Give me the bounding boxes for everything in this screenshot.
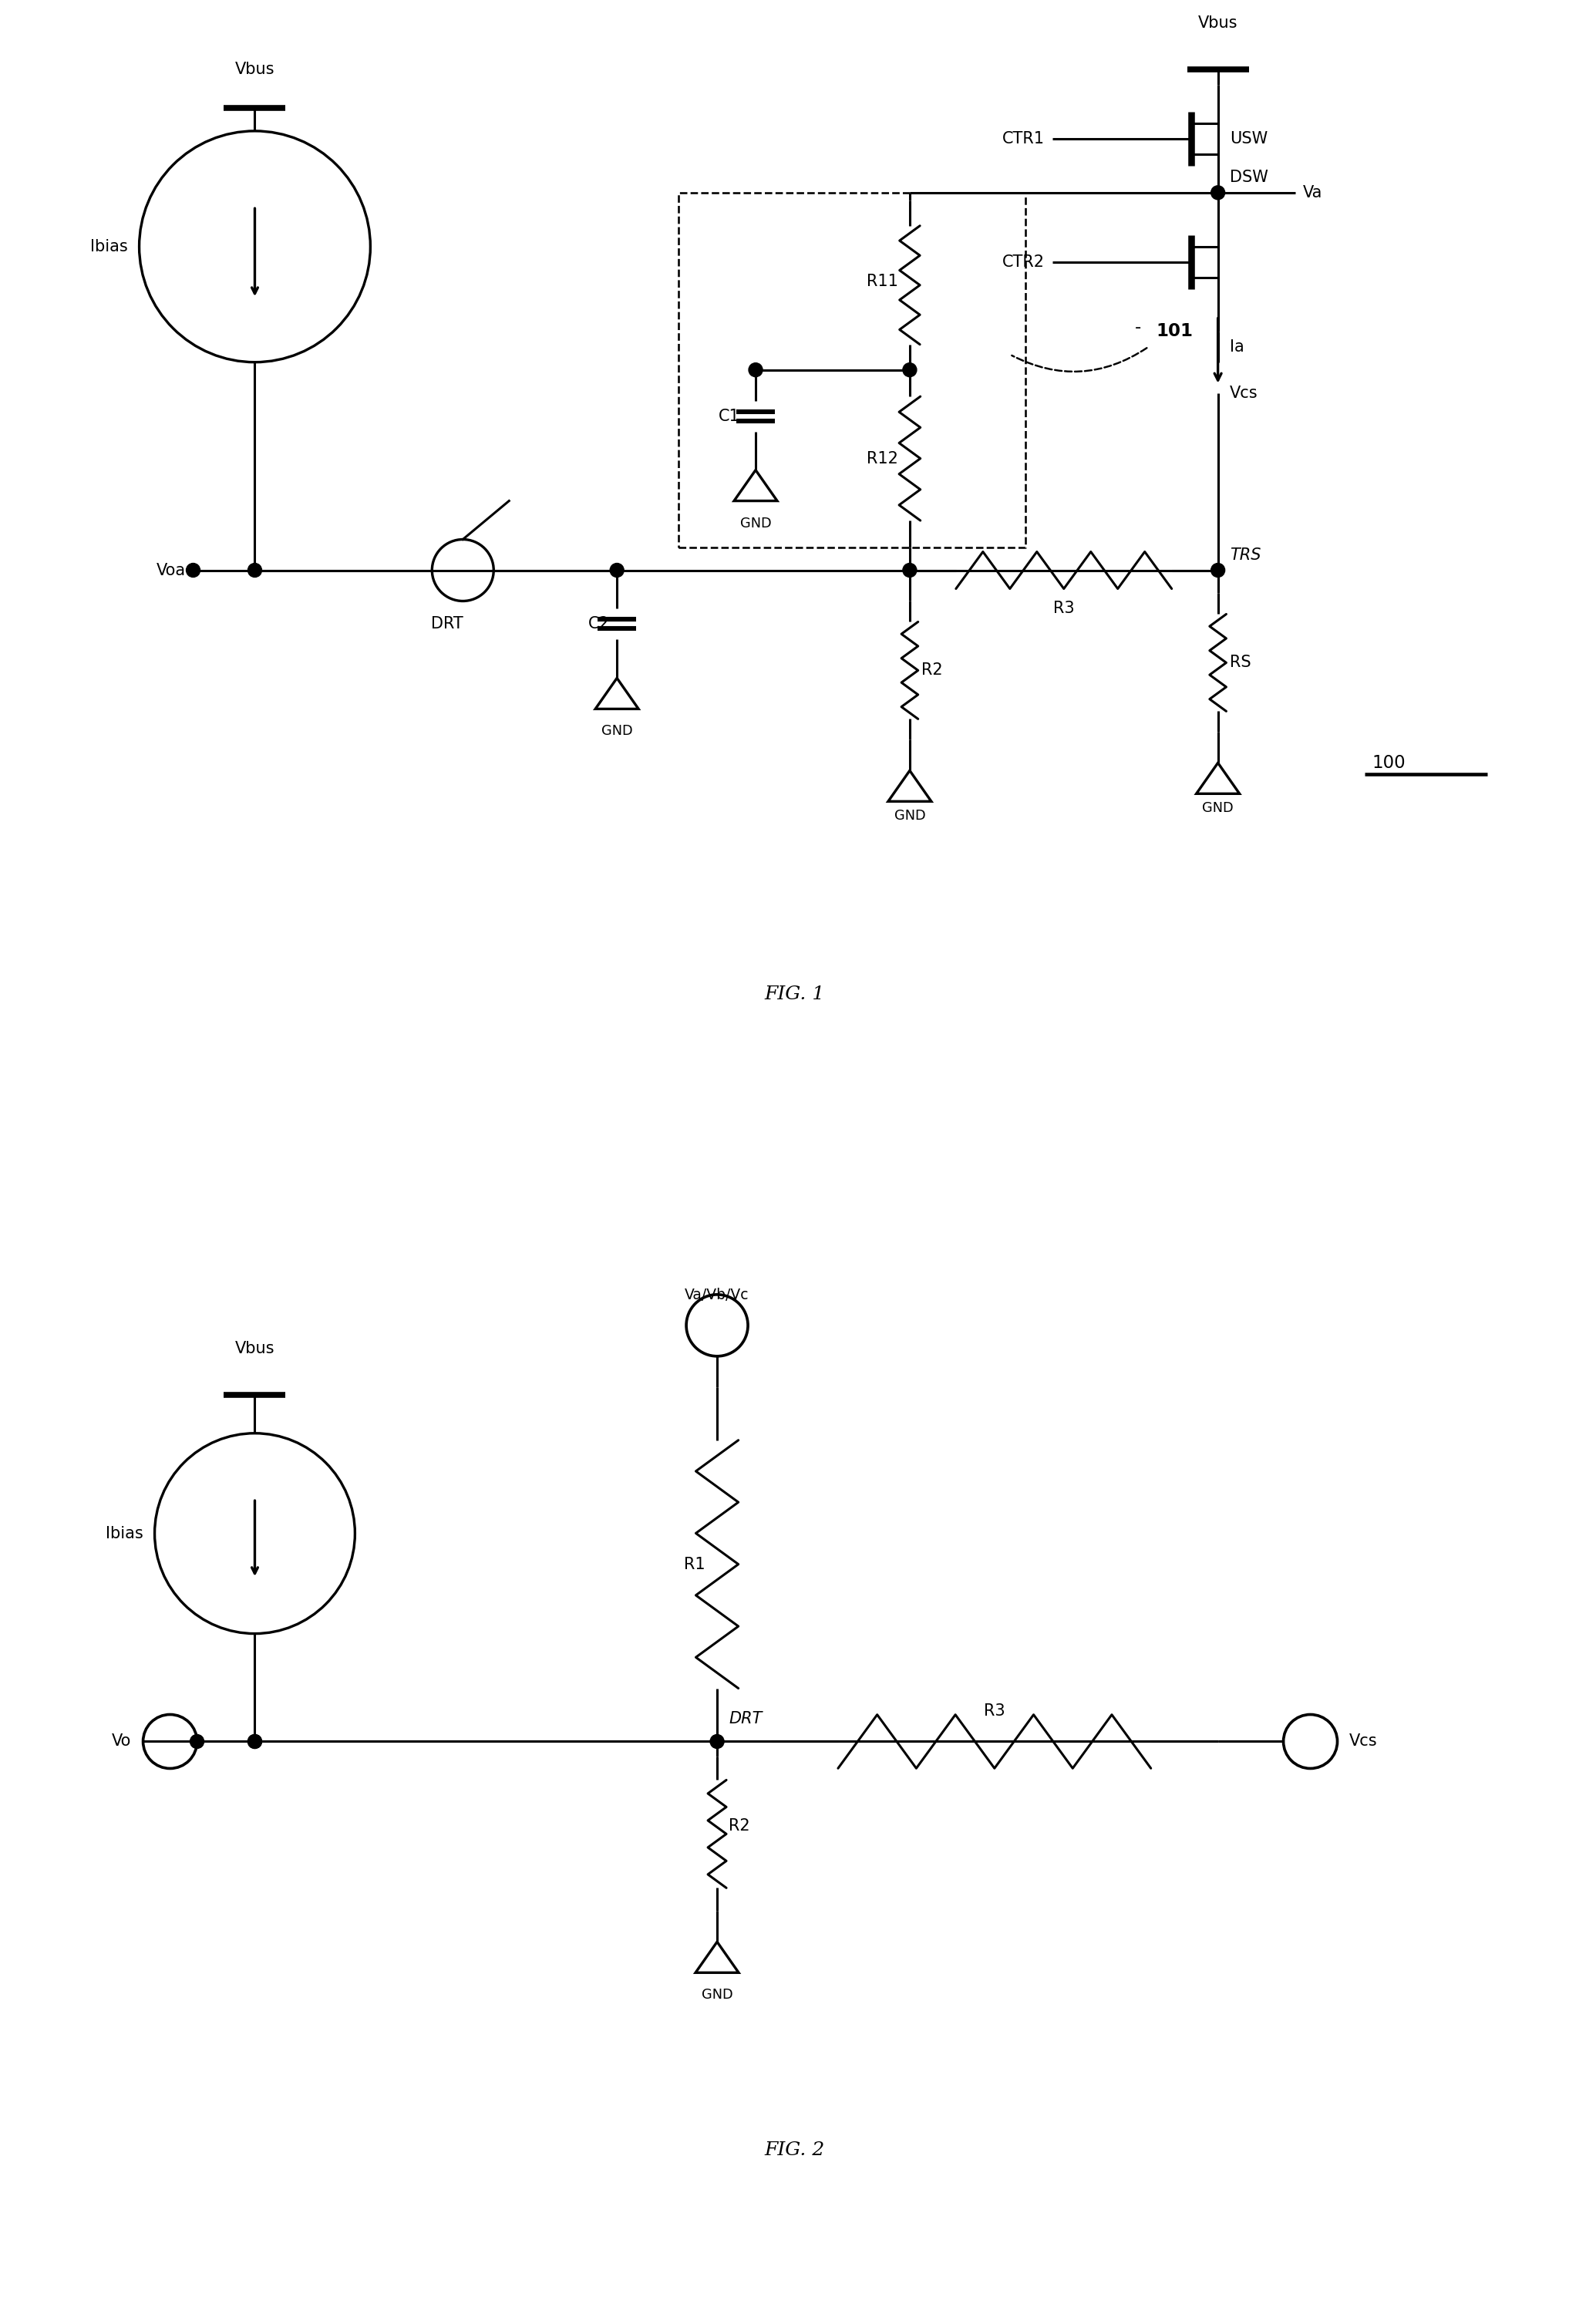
Text: 101: 101	[1156, 323, 1194, 341]
Circle shape	[1211, 562, 1224, 578]
Text: GND: GND	[741, 516, 771, 530]
Text: TRS: TRS	[1229, 546, 1261, 562]
Text: RS: RS	[1229, 654, 1251, 670]
Text: Vbus: Vbus	[1199, 16, 1238, 30]
Text: CTR2: CTR2	[1002, 253, 1044, 270]
Text: Vbus: Vbus	[235, 62, 275, 76]
Text: R2: R2	[729, 1818, 750, 1834]
Text: Va/Vb/Vc: Va/Vb/Vc	[685, 1288, 749, 1302]
Text: R3: R3	[983, 1703, 1005, 1719]
Text: Voa: Voa	[156, 562, 185, 578]
Text: R12: R12	[867, 452, 899, 465]
Text: C2: C2	[587, 617, 610, 631]
Text: DSW: DSW	[1229, 170, 1267, 184]
Text: GND: GND	[602, 723, 632, 737]
Text: Ia: Ia	[1229, 339, 1243, 355]
Circle shape	[187, 562, 200, 578]
Text: R2: R2	[921, 664, 943, 677]
Circle shape	[247, 562, 262, 578]
Text: FIG. 2: FIG. 2	[764, 2140, 824, 2159]
Circle shape	[1211, 187, 1224, 200]
Text: USW: USW	[1229, 131, 1267, 147]
Text: CTR1: CTR1	[1002, 131, 1044, 147]
Circle shape	[247, 1735, 262, 1749]
Text: Vcs: Vcs	[1349, 1735, 1377, 1749]
Circle shape	[749, 364, 763, 378]
Text: Ibias: Ibias	[89, 240, 128, 253]
Text: C1: C1	[718, 408, 741, 424]
Text: Va: Va	[1302, 184, 1321, 200]
Text: 100: 100	[1373, 753, 1406, 772]
Text: GND: GND	[701, 1988, 733, 2002]
Text: -: -	[1135, 318, 1141, 336]
Text: R11: R11	[867, 274, 899, 288]
Circle shape	[710, 1735, 725, 1749]
Circle shape	[903, 364, 916, 378]
Text: FIG. 1: FIG. 1	[764, 986, 824, 1002]
Circle shape	[903, 562, 916, 578]
Text: Ibias: Ibias	[105, 1525, 144, 1541]
Text: Vo: Vo	[112, 1735, 131, 1749]
Text: GND: GND	[1202, 802, 1234, 816]
Text: Vbus: Vbus	[235, 1341, 275, 1357]
Text: DRT: DRT	[729, 1710, 763, 1726]
Text: R3: R3	[1053, 601, 1074, 617]
Text: DRT: DRT	[431, 617, 463, 631]
Text: R1: R1	[685, 1558, 705, 1571]
Text: GND: GND	[894, 809, 926, 823]
Circle shape	[190, 1735, 204, 1749]
Circle shape	[247, 1735, 262, 1749]
Text: Vcs: Vcs	[1229, 385, 1258, 401]
Circle shape	[610, 562, 624, 578]
